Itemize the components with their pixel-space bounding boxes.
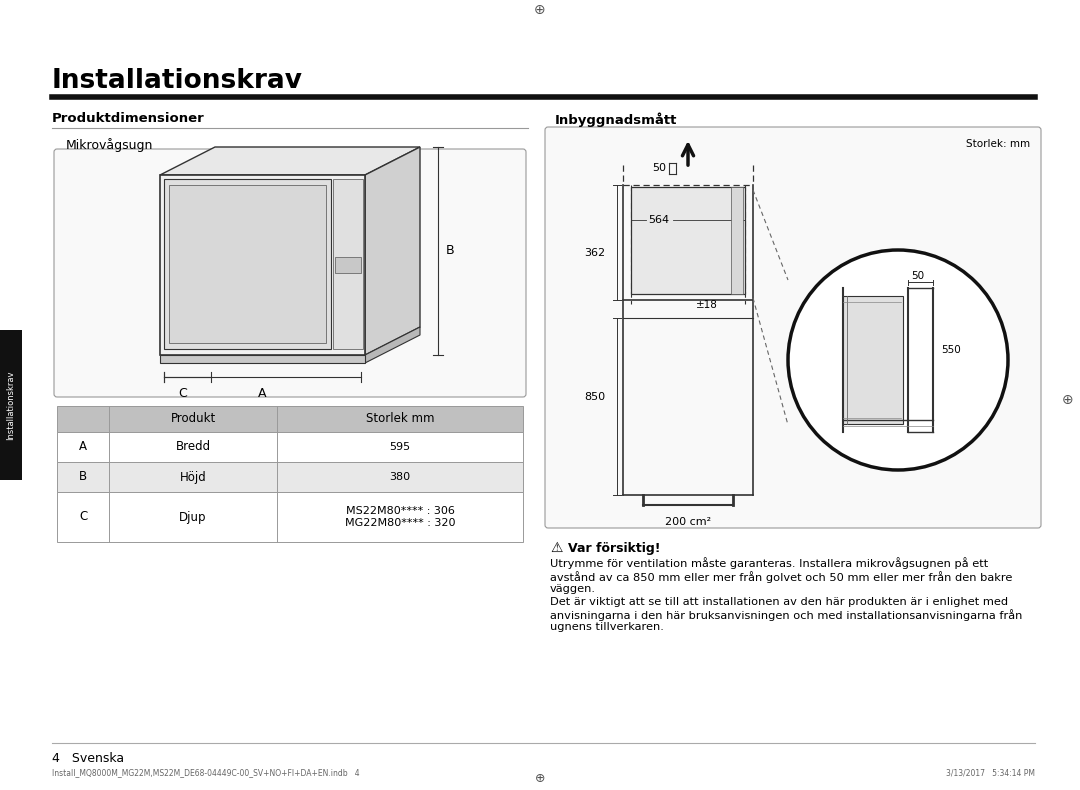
Text: 564: 564 — [648, 215, 670, 225]
Text: 362: 362 — [584, 247, 605, 258]
Text: Det är viktigt att se till att installationen av den här produkten är i enlighet: Det är viktigt att se till att installat… — [550, 597, 1023, 633]
Text: Installationskrav: Installationskrav — [52, 68, 303, 94]
Text: 850: 850 — [584, 393, 605, 402]
Bar — [333, 179, 363, 349]
Text: ⊕: ⊕ — [1063, 393, 1074, 407]
Bar — [160, 355, 365, 363]
Bar — [57, 492, 523, 542]
Bar — [160, 175, 365, 355]
Text: 200 cm²: 200 cm² — [665, 517, 711, 527]
Text: Installationskrav: Installationskrav — [6, 371, 15, 440]
Text: Utrymme för ventilation måste garanteras. Installera mikrovågsugnen på ett
avstå: Utrymme för ventilation måste garanteras… — [550, 557, 1012, 594]
Text: A: A — [258, 387, 267, 400]
Text: A: A — [79, 441, 87, 453]
Text: C: C — [178, 387, 187, 400]
Text: ⚠: ⚠ — [550, 541, 563, 555]
Text: 50: 50 — [652, 163, 666, 173]
Bar — [57, 406, 523, 432]
Text: Install_MQ8000M_MG22M,MS22M_DE68-04449C-00_SV+NO+FI+DA+EN.indb   4: Install_MQ8000M_MG22M,MS22M_DE68-04449C-… — [52, 768, 360, 777]
Text: B: B — [79, 471, 87, 483]
Bar — [731, 187, 743, 294]
Text: Produktdimensioner: Produktdimensioner — [52, 112, 205, 125]
Text: Storlek mm: Storlek mm — [366, 412, 434, 426]
Text: ⊕: ⊕ — [535, 3, 545, 17]
Text: 4   Svenska: 4 Svenska — [52, 752, 124, 765]
Polygon shape — [160, 147, 420, 175]
Text: Mikrovågsugn: Mikrovågsugn — [66, 138, 153, 152]
Polygon shape — [365, 147, 420, 355]
Text: 50: 50 — [912, 271, 924, 281]
Bar — [0, 330, 22, 480]
Text: MS22M80**** : 306
MG22M80**** : 320: MS22M80**** : 306 MG22M80**** : 320 — [345, 506, 456, 528]
Text: 550: 550 — [941, 345, 961, 355]
Text: Storlek: mm: Storlek: mm — [966, 139, 1030, 149]
Text: Inbyggnadsmått: Inbyggnadsmått — [555, 112, 677, 126]
Text: Höjd: Höjd — [179, 471, 206, 483]
Bar — [843, 296, 903, 424]
Text: Bredd: Bredd — [175, 441, 211, 453]
Circle shape — [788, 250, 1008, 470]
Text: Djup: Djup — [179, 510, 206, 524]
Bar — [164, 179, 330, 349]
Text: Produkt: Produkt — [171, 412, 216, 426]
Text: Var försiktig!: Var försiktig! — [568, 542, 661, 555]
Polygon shape — [365, 327, 420, 363]
FancyBboxPatch shape — [54, 149, 526, 397]
Text: 3/13/2017   5:34:14 PM: 3/13/2017 5:34:14 PM — [946, 768, 1035, 777]
Bar — [168, 185, 326, 343]
Bar — [335, 257, 361, 273]
Text: ⊕: ⊕ — [535, 772, 545, 784]
FancyBboxPatch shape — [545, 127, 1041, 528]
Bar — [57, 462, 523, 492]
Text: 380: 380 — [390, 472, 410, 482]
Bar — [631, 187, 745, 294]
Text: ±18: ±18 — [696, 300, 718, 310]
Text: B: B — [446, 244, 455, 258]
Text: C: C — [79, 510, 87, 524]
Bar — [57, 432, 523, 462]
Text: 595: 595 — [390, 442, 410, 452]
